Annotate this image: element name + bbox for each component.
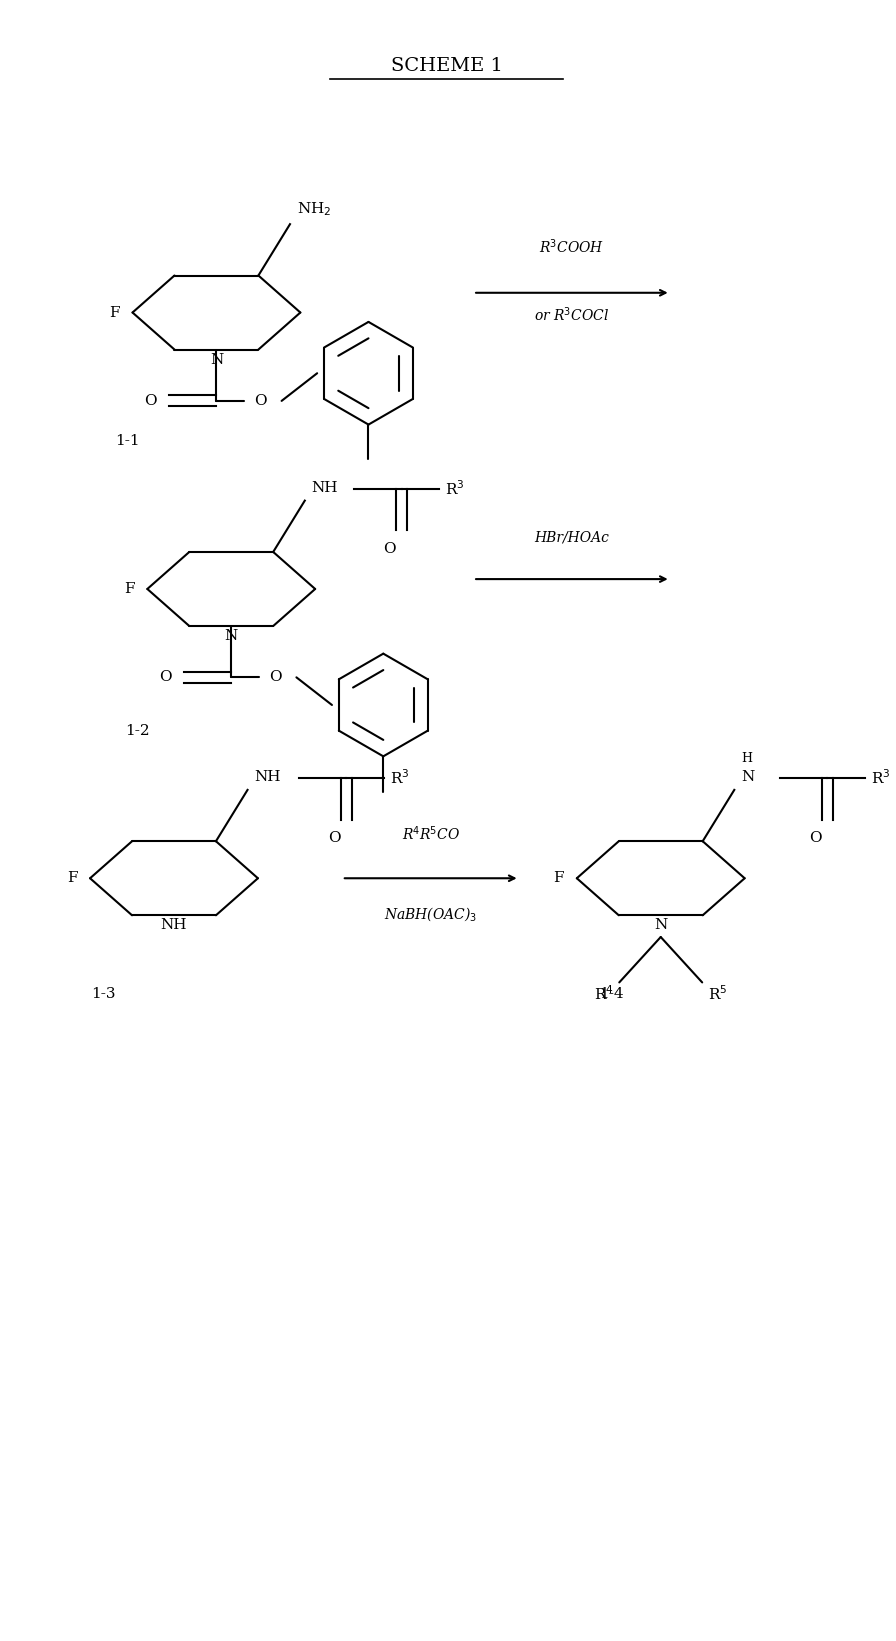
Text: O: O xyxy=(328,832,340,845)
Text: F: F xyxy=(124,583,134,596)
Text: R$^3$COOH: R$^3$COOH xyxy=(539,238,605,256)
Text: O: O xyxy=(269,670,281,684)
Text: R$^3$: R$^3$ xyxy=(445,479,464,499)
Text: SCHEME 1: SCHEME 1 xyxy=(391,57,503,75)
Text: 1-2: 1-2 xyxy=(125,724,150,738)
Text: NaBH(OAC)$_3$: NaBH(OAC)$_3$ xyxy=(384,904,478,922)
Text: R$^3$: R$^3$ xyxy=(390,768,409,788)
Text: F: F xyxy=(109,305,120,320)
Text: N: N xyxy=(741,770,754,784)
Text: O: O xyxy=(254,394,267,409)
Text: 1-1: 1-1 xyxy=(116,433,140,448)
Text: O: O xyxy=(159,670,172,684)
Text: O: O xyxy=(383,542,396,556)
Text: HBr/HOAc: HBr/HOAc xyxy=(534,530,609,545)
Text: N: N xyxy=(654,919,668,932)
Text: 1-4: 1-4 xyxy=(599,986,624,1001)
Text: O: O xyxy=(144,394,157,409)
Text: R$^3$: R$^3$ xyxy=(871,768,890,788)
Text: H: H xyxy=(741,752,753,765)
Text: F: F xyxy=(66,871,77,884)
Text: NH$_2$: NH$_2$ xyxy=(297,200,332,218)
Text: NH: NH xyxy=(312,481,338,494)
Text: F: F xyxy=(554,871,564,884)
Text: N: N xyxy=(225,629,237,643)
Text: R$^4$R$^5$CO: R$^4$R$^5$CO xyxy=(401,824,460,843)
Text: O: O xyxy=(809,832,822,845)
Text: or R$^3$COCl: or R$^3$COCl xyxy=(534,305,609,325)
Text: NH: NH xyxy=(160,919,187,932)
Text: 1-3: 1-3 xyxy=(90,986,116,1001)
Text: R$^4$: R$^4$ xyxy=(593,985,614,1003)
Text: R$^5$: R$^5$ xyxy=(708,985,728,1003)
Text: NH: NH xyxy=(254,770,281,784)
Text: N: N xyxy=(210,353,223,366)
